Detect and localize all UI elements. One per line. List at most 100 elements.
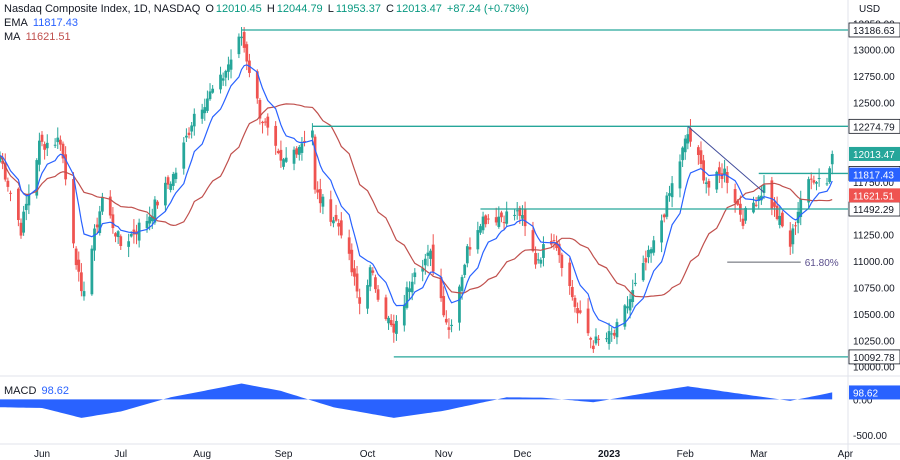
symbol-title: Nasdaq Composite Index, 1D, NASDAQ — [4, 3, 201, 15]
candle-down — [442, 296, 446, 316]
candle-down — [439, 277, 443, 299]
candle-up — [203, 107, 207, 114]
candle-down — [132, 229, 136, 235]
y-tick-label: 12750.00 — [853, 72, 895, 83]
candle-up — [0, 155, 2, 162]
macd-legend[interactable]: MACD 98.62 — [4, 385, 71, 397]
candle-up — [660, 220, 663, 243]
candle-down — [187, 132, 191, 136]
level-label: 12274.79 — [853, 122, 895, 133]
candle-up — [723, 168, 726, 175]
candle-up — [145, 220, 149, 229]
candle-up — [799, 198, 803, 218]
candle-up — [171, 174, 175, 186]
open-label: O — [205, 3, 214, 15]
candle-down — [444, 318, 448, 323]
candle-up — [200, 109, 204, 119]
candle-up — [807, 179, 810, 203]
candle-up — [150, 216, 154, 222]
ma-legend[interactable]: MA 11621.51 — [4, 31, 73, 43]
candle-down — [376, 289, 380, 300]
candle-down — [431, 244, 435, 272]
candle-down — [245, 44, 249, 62]
candle-up — [311, 130, 314, 138]
candle-up — [292, 149, 296, 164]
candle-up — [778, 215, 782, 225]
candle-down — [64, 154, 68, 180]
candle-up — [463, 264, 467, 275]
ma-legend-value: 11621.51 — [25, 31, 71, 43]
candle-down — [500, 212, 503, 218]
candle-down — [114, 233, 117, 237]
x-tick-label: Aug — [193, 449, 211, 460]
candle-down — [77, 259, 81, 272]
candle-down — [699, 150, 703, 164]
ema-legend[interactable]: EMA 11817.43 — [4, 17, 80, 29]
candle-down — [578, 310, 582, 313]
candle-down — [597, 338, 600, 340]
candle-up — [206, 98, 209, 111]
candle-up — [704, 182, 708, 184]
candle-up — [628, 299, 632, 311]
candle-down — [741, 218, 745, 226]
candle-down — [374, 277, 377, 290]
high-value: 12044.79 — [276, 3, 323, 15]
candle-up — [240, 36, 243, 39]
candle-down — [809, 178, 813, 180]
candle-down — [447, 327, 451, 330]
macd-label: MACD — [4, 385, 37, 397]
candle-up — [127, 241, 131, 247]
high-label: H — [266, 3, 275, 15]
x-tick-label: Jul — [114, 449, 127, 460]
candle-up — [56, 137, 60, 143]
candle-up — [190, 125, 194, 132]
candle-down — [733, 189, 737, 203]
close-label: C — [386, 3, 394, 15]
candle-down — [9, 192, 12, 194]
candle-down — [350, 249, 354, 273]
candle-down — [392, 323, 396, 333]
candle-up — [678, 161, 682, 189]
candle-down — [108, 196, 112, 216]
candle-down — [355, 273, 359, 292]
y-tick-label: 12500.00 — [853, 99, 895, 110]
candle-up — [45, 142, 49, 149]
macd-value-box — [849, 385, 900, 400]
candle-up — [38, 140, 41, 165]
x-tick-label: Oct — [360, 449, 376, 460]
y-tick-label: 10750.00 — [853, 283, 895, 294]
candle-up — [505, 211, 509, 224]
candle-down — [72, 178, 75, 244]
candle-down — [736, 200, 740, 205]
candle-down — [313, 136, 317, 190]
candle-down — [570, 286, 574, 298]
macd-tick-label: -500.00 — [853, 431, 887, 442]
candle-up — [300, 143, 304, 153]
candle-up — [27, 194, 31, 206]
candle-up — [610, 333, 614, 335]
current-price-label-box — [849, 146, 900, 161]
candle-up — [668, 193, 671, 196]
ema-label: EMA — [4, 17, 28, 29]
candle-up — [665, 195, 669, 217]
candle-down — [788, 230, 792, 247]
candle-up — [101, 196, 104, 212]
candle-down — [707, 181, 711, 188]
candle-up — [426, 252, 430, 256]
candle-down — [242, 32, 246, 48]
candle-down — [261, 121, 264, 124]
candle-up — [90, 248, 94, 295]
candle-down — [337, 223, 341, 227]
x-tick-label: Feb — [677, 449, 695, 460]
candle-down — [486, 218, 490, 220]
candle-down — [534, 253, 537, 265]
candle-up — [542, 244, 545, 258]
candle-down — [644, 258, 648, 263]
candle-up — [536, 259, 540, 261]
ma-label: MA — [4, 31, 21, 43]
candle-down — [1, 161, 5, 164]
candle-down — [6, 180, 10, 187]
x-tick-label: Sep — [275, 449, 293, 460]
y-tick-label: 13000.00 — [853, 46, 895, 57]
